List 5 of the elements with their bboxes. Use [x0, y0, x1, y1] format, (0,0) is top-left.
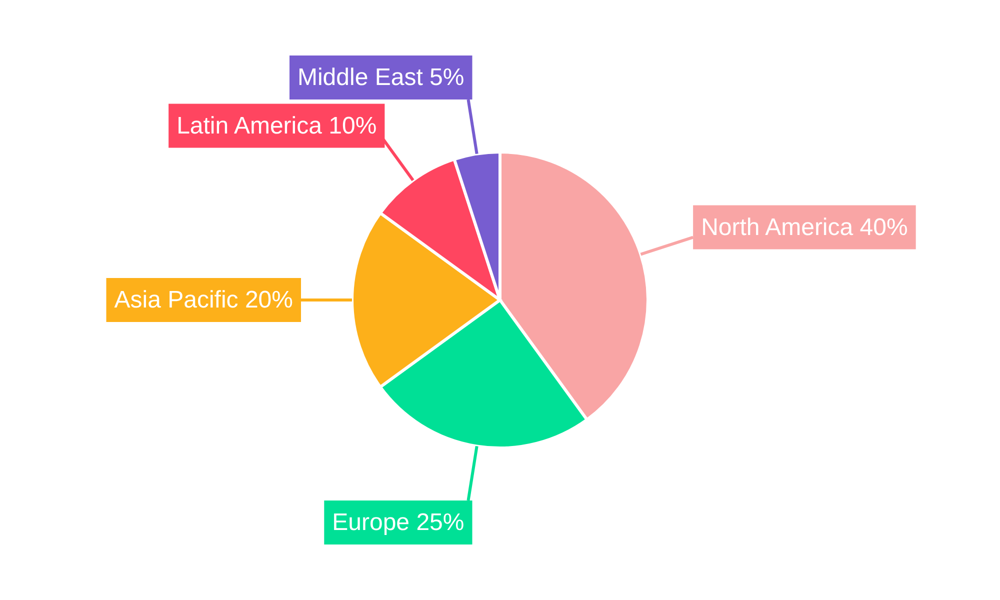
slice-label: Middle East 5% [297, 64, 464, 91]
slice-label: Europe 25% [332, 509, 464, 536]
slice-label: Asia Pacific 20% [114, 286, 293, 314]
slice-label: North America 40% [701, 214, 908, 241]
slice-label: Latin America 10% [176, 112, 377, 140]
